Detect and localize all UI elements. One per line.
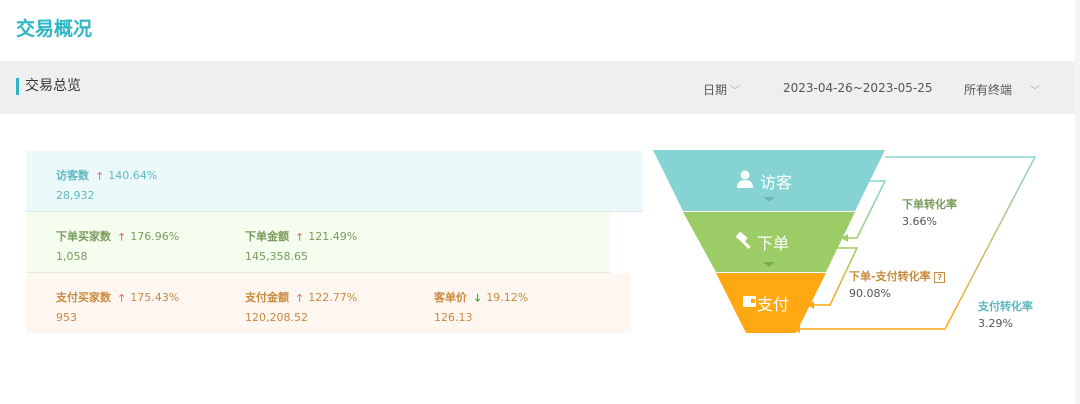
arrow-up-icon: 🡑 bbox=[119, 232, 125, 243]
conversion-line-order-pay bbox=[812, 247, 859, 306]
metric-label: 支付买家数 bbox=[56, 291, 111, 304]
metric-row: 访客数 🡑 140.64% 28,932 bbox=[26, 151, 643, 212]
arrow-up-icon: 🡑 bbox=[119, 293, 125, 304]
metric-change: 175.43% bbox=[130, 291, 180, 304]
metric-label: 访客数 bbox=[56, 169, 89, 182]
funnel-stage-label: 访客 bbox=[760, 173, 792, 192]
arrow-left-icon bbox=[807, 301, 814, 309]
terminal-selector[interactable]: 所有终端 ﹀ bbox=[964, 81, 1040, 98]
metric-value: 120,208.52 bbox=[245, 311, 308, 324]
arrow-down-icon: 🡓 bbox=[475, 293, 481, 304]
arrow-up-icon: 🡑 bbox=[97, 171, 103, 182]
date-range[interactable]: 2023-04-26~2023-05-25 bbox=[783, 81, 933, 95]
funnel-stage-label: 支付 bbox=[757, 295, 789, 314]
conversion-line-pay bbox=[798, 156, 1037, 330]
stage-divider-arrow bbox=[763, 197, 775, 202]
page-title: 交易概况 bbox=[16, 18, 93, 40]
rate-order-pay: 下单-支付转化率 ? 90.08% bbox=[849, 268, 946, 300]
metric-label: 客单价 bbox=[434, 291, 467, 304]
metric-value: 126.13 bbox=[434, 311, 473, 324]
chevron-down-icon: ﹀ bbox=[1030, 86, 1041, 97]
funnel-stage-label: 下单 bbox=[757, 234, 789, 253]
metric-label: 下单买家数 bbox=[56, 230, 111, 243]
metric-cell: 下单金额 🡑 121.49% 145,358.65 bbox=[245, 228, 357, 263]
date-selector[interactable]: 日期 ﹀ bbox=[703, 81, 740, 98]
metric-value: 145,358.65 bbox=[245, 250, 308, 263]
metric-change: 176.96% bbox=[130, 230, 180, 243]
metric-change: 140.64% bbox=[108, 169, 158, 182]
arrow-left-icon bbox=[793, 325, 800, 333]
wallet-icon bbox=[743, 296, 756, 307]
metric-row: 支付买家数 🡑 175.43% 953 支付金额 🡑 122.77% 120,208.52 客单… bbox=[26, 273, 631, 333]
gavel-icon bbox=[735, 231, 751, 249]
metric-cell: 支付金额 🡑 122.77% 120,208.52 bbox=[245, 289, 357, 324]
rate-pay: 支付转化率 3.29% bbox=[978, 300, 1033, 330]
metric-cell: 访客数 🡑 140.64% 28,932 bbox=[56, 167, 157, 202]
arrow-up-icon: 🡑 bbox=[297, 232, 303, 243]
chevron-down-icon: ﹀ bbox=[730, 86, 741, 97]
metric-value: 953 bbox=[56, 311, 77, 324]
section-title: 交易总览 bbox=[16, 78, 81, 95]
metric-cell: 客单价 🡓 19.12% 126.13 bbox=[434, 289, 528, 324]
rate-order: 下单转化率 3.66% bbox=[902, 198, 957, 228]
funnel-stage-visitors bbox=[653, 150, 885, 211]
funnel-stage-order bbox=[683, 212, 855, 272]
funnel-stage-pay bbox=[716, 273, 826, 333]
arrow-left-icon bbox=[841, 234, 848, 242]
metric-cell: 下单买家数 🡑 176.96% 1,058 bbox=[56, 228, 179, 263]
help-icon[interactable]: ? bbox=[934, 272, 946, 283]
date-label: 日期 bbox=[703, 83, 728, 97]
metric-change: 121.49% bbox=[308, 230, 358, 243]
user-icon bbox=[737, 170, 753, 188]
metric-change: 122.77% bbox=[308, 291, 358, 304]
metric-cell: 支付买家数 🡑 175.43% 953 bbox=[56, 289, 179, 324]
metric-label: 下单金额 bbox=[245, 230, 289, 243]
arrow-up-icon: 🡑 bbox=[297, 293, 303, 304]
terminal-label: 所有终端 bbox=[964, 83, 1013, 97]
conversion-line-order bbox=[846, 180, 887, 239]
scrollbar[interactable] bbox=[1075, 0, 1080, 404]
section-header: 交易总览 日期 ﹀ 2023-04-26~2023-05-25 所有终端 ﹀ bbox=[0, 61, 1075, 114]
metric-value: 28,932 bbox=[56, 189, 95, 202]
metric-change: 19.12% bbox=[486, 291, 529, 304]
stage-divider-arrow bbox=[763, 262, 775, 267]
metric-label: 支付金额 bbox=[245, 291, 289, 304]
metric-value: 1,058 bbox=[56, 250, 88, 263]
metric-row: 下单买家数 🡑 176.96% 1,058 下单金额 🡑 121.49% 145,358.65 bbox=[26, 212, 610, 273]
